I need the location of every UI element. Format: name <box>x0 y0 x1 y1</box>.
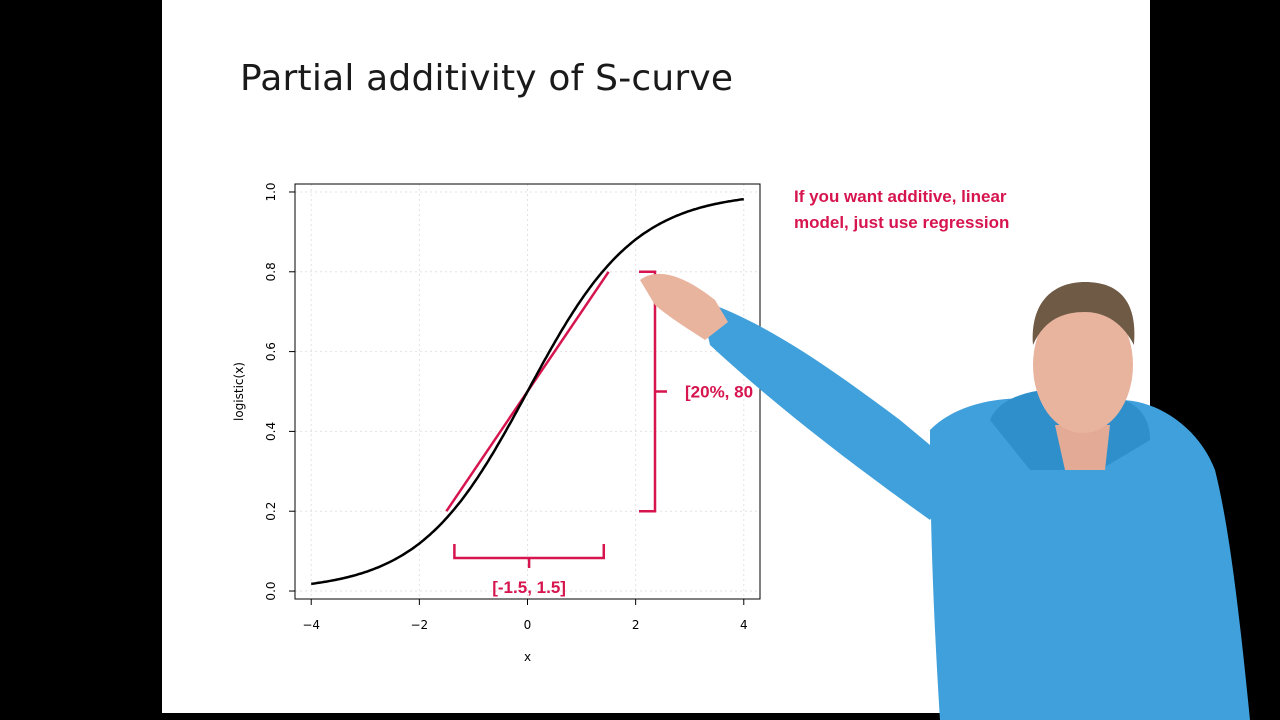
slide-title: Partial additivity of S-curve <box>240 58 734 99</box>
y-range-label: [20%, 80 <box>685 383 753 402</box>
x-tick-label: 4 <box>740 618 748 632</box>
presenter-head <box>1033 297 1133 433</box>
chart-grid <box>295 184 760 599</box>
presenter-hoodie <box>930 398 1250 720</box>
x-tick-label: −4 <box>302 618 320 632</box>
x-tick-label: 0 <box>524 618 532 632</box>
y-axis-label: logistic(x) <box>232 362 246 421</box>
x-axis: −4 −2 0 2 4 <box>302 599 748 632</box>
x-axis-label: x <box>524 650 531 664</box>
y-tick-label: 0.8 <box>264 262 278 281</box>
presenter-arm <box>700 300 960 520</box>
presenter-hair <box>1032 282 1135 345</box>
slide: Partial additivity of S-curve −4 −2 0 2 4 0.… <box>162 0 1150 713</box>
side-note: If you want additive, linear model, just… <box>794 187 1010 232</box>
x-range-brace <box>453 544 606 568</box>
y-axis: 0.0 0.2 0.4 0.6 0.8 1.0 <box>264 182 295 601</box>
logistic-curve <box>311 197 744 586</box>
y-tick-label: 0.4 <box>264 422 278 441</box>
y-tick-label: 0.2 <box>264 502 278 521</box>
x-tick-label: 2 <box>632 618 640 632</box>
y-tick-label: 0.6 <box>264 342 278 361</box>
y-tick-label: 0.0 <box>264 581 278 600</box>
presenter-neck <box>1055 425 1110 470</box>
x-tick-label: −2 <box>411 618 429 632</box>
logistic-chart: −4 −2 0 2 4 0.0 0.2 0.4 0.6 0.8 1.0 x logistic(x)… <box>232 182 761 664</box>
y-tick-label: 1.0 <box>264 182 278 201</box>
y-range-brace <box>639 270 667 513</box>
x-range-label: [-1.5, 1.5] <box>492 578 566 597</box>
presenter-hand <box>640 273 728 340</box>
